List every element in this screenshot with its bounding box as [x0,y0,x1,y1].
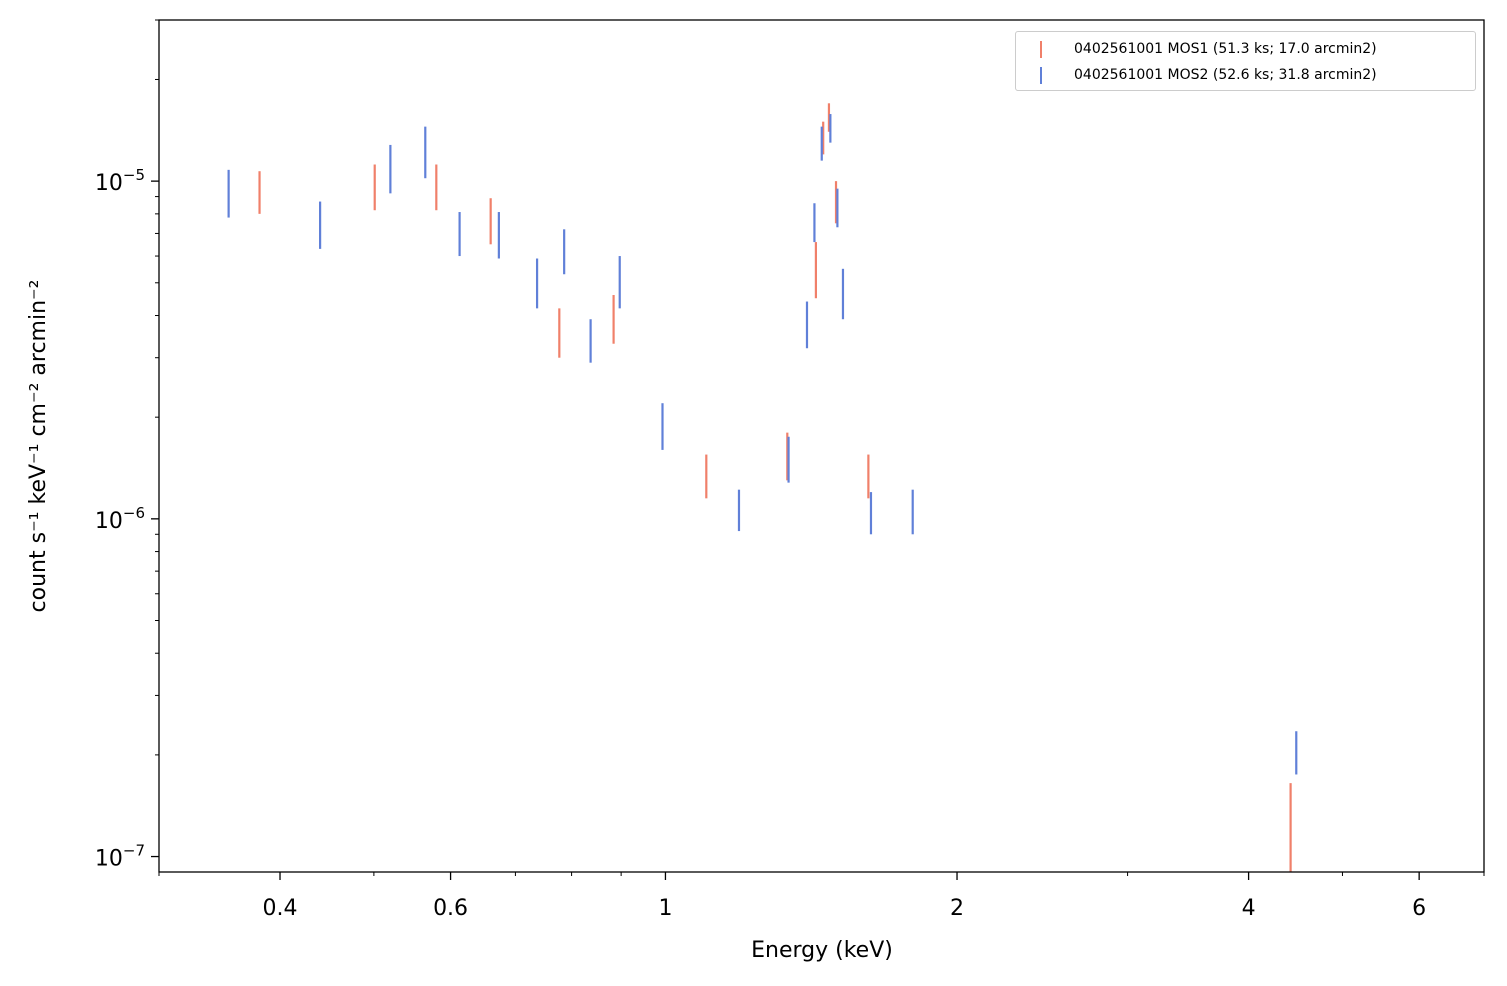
legend-entry-mos2: 0402561001 MOS2 (52.6 ks; 31.8 arcmin2) [1016,65,1475,85]
x-tick-label-6: 6 [1412,896,1426,921]
x-tick-label-3: 1 [658,896,672,921]
x-tick-label-5: 4 [1242,896,1256,921]
series-2 [227,114,1298,775]
series-1 [258,103,1292,872]
plot-frame [158,19,1485,873]
x-axis-label: Energy (keV) [751,938,893,963]
legend-label-mos1: 0402561001 MOS1 (51.3 ks; 17.0 arcmin2) [1074,41,1377,57]
y-tick-label-3: 10−5 [95,166,145,196]
axis-ticks: 0.4 0.6 1 2 4 6 10−7 10−6 10−5 [95,19,1485,921]
x-tick-label-2: 0.6 [433,896,468,921]
x-tick-label-4: 2 [950,896,964,921]
legend-label-mos2: 0402561001 MOS2 (52.6 ks; 31.8 arcmin2) [1074,67,1377,83]
legend-swatch-mos1 [1040,41,1042,58]
legend-swatch-mos2 [1040,67,1042,84]
y-axis-label: count s⁻¹ keV⁻¹ cm⁻² arcmin⁻² [26,280,51,613]
legend: 0402561001 MOS1 (51.3 ks; 17.0 arcmin2) … [1015,31,1476,91]
series-layer [227,103,1298,872]
x-tick-label-1: 0.4 [263,896,298,921]
y-tick-label-2: 10−6 [95,504,145,534]
y-tick-label-1: 10−7 [95,842,145,872]
legend-entry-mos1: 0402561001 MOS1 (51.3 ks; 17.0 arcmin2) [1016,39,1475,59]
